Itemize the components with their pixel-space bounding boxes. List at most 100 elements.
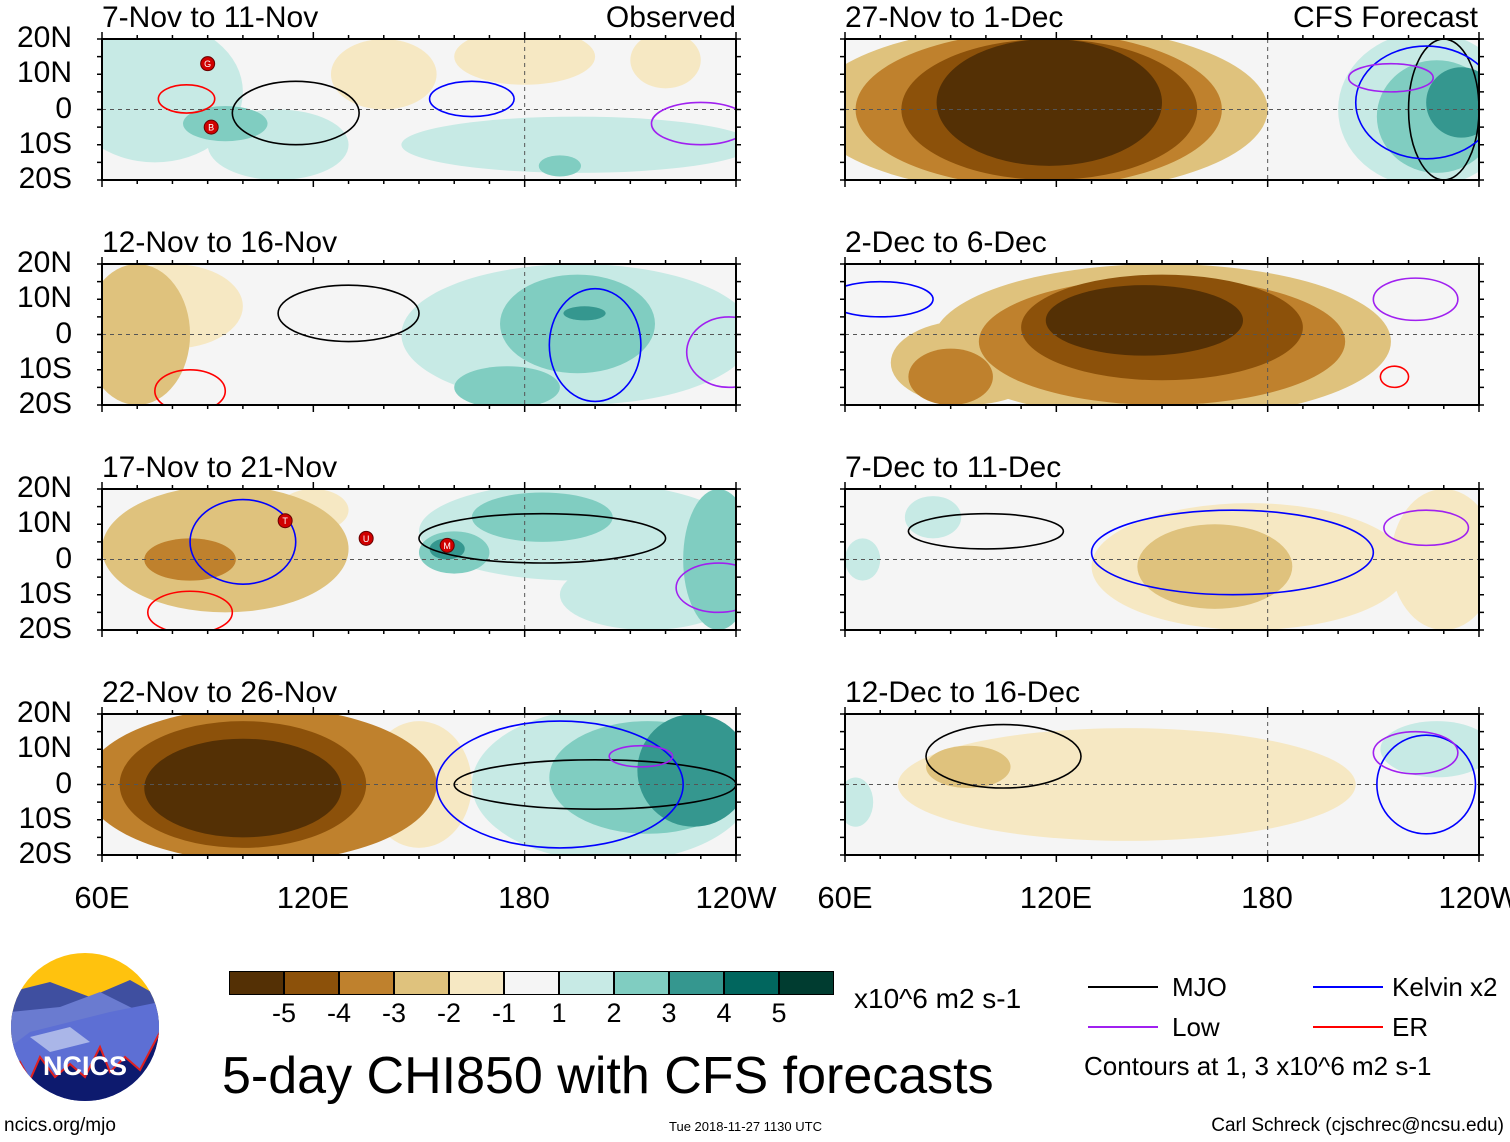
anomaly-region (183, 105, 268, 142)
lon-label: 180 (1241, 880, 1293, 915)
anomaly-region (630, 39, 701, 89)
lon-label: 120W (1438, 880, 1510, 915)
colorbar-swatch (614, 971, 669, 995)
lon-label: 60E (817, 880, 873, 915)
lat-label: 20S (18, 837, 72, 870)
kelvin-contour (428, 80, 515, 118)
storm-marker: M (439, 537, 455, 553)
mjo-contour (907, 512, 1065, 550)
colorbar-swatch (504, 971, 559, 995)
kelvin-contour (845, 280, 934, 318)
legend-mjo: MJO (1172, 972, 1227, 1002)
colorbar-swatch (779, 971, 834, 995)
anomaly-region (1390, 489, 1479, 630)
logo-text: NCICS (43, 1051, 127, 1081)
lat-label: 0 (55, 541, 72, 575)
er-contour (1379, 365, 1410, 389)
footer-url[interactable]: ncics.org/mjo (4, 1115, 116, 1136)
storm-label: U (363, 534, 370, 544)
map-panel (97, 707, 741, 862)
colorbar-swatch (724, 971, 779, 995)
legend-kelvin-line (1313, 986, 1383, 988)
kelvin-contour (548, 287, 642, 403)
legend-kelvin: Kelvin x2 (1392, 972, 1498, 1002)
anomaly-region (1045, 285, 1244, 356)
forecast-label: CFS Forecast (1292, 1, 1478, 34)
colorbar-label: -3 (381, 998, 407, 1028)
lon-label: 180 (498, 880, 550, 915)
er-contour (147, 590, 234, 630)
low-contour (685, 316, 736, 389)
lat-label: 10N (16, 731, 72, 765)
anomaly-region (538, 155, 582, 177)
anomaly-region (936, 39, 1162, 166)
low-contour (650, 101, 736, 146)
low-contour (1372, 730, 1459, 775)
storm-label: G (204, 59, 211, 69)
lon-label: 120E (1019, 880, 1093, 915)
anomaly-region (401, 116, 736, 173)
legend-er-line (1313, 1026, 1383, 1028)
anomaly-region (926, 745, 1011, 789)
anomaly-region (1137, 524, 1293, 609)
colorbar-label: 4 (716, 998, 732, 1028)
colorbar-label: 1 (551, 998, 567, 1028)
contour-note: Contours at 1, 3 x10^6 m2 s-1 (1084, 1051, 1432, 1081)
lat-label: 20N (16, 21, 72, 54)
lat-label: 10S (18, 126, 72, 160)
lon-label: 60E (74, 880, 130, 915)
lat-label: 0 (55, 766, 72, 800)
mjo-contour (231, 80, 360, 146)
panel-title: 7-Nov to 11-Nov (102, 1, 319, 34)
colorbar-label: 3 (661, 998, 677, 1028)
anomaly-region (102, 264, 191, 405)
footer-timestamp: Tue 2018-11-27 1130 UTC (669, 1119, 822, 1134)
anomaly-region (454, 366, 560, 405)
panel-title: 27-Nov to 1-Dec (845, 1, 1064, 34)
storm-label: M (443, 541, 451, 551)
lat-label: 0 (55, 91, 72, 125)
lat-label: 20N (16, 696, 72, 729)
legend-er: ER (1392, 1012, 1429, 1042)
panel-title: 12-Dec to 16-Dec (845, 676, 1081, 709)
colorbar-swatch (669, 971, 724, 995)
map-panel (97, 257, 741, 412)
kelvin-contour (1376, 734, 1477, 835)
colorbar-swatch (229, 971, 284, 995)
er-contour (154, 368, 227, 405)
lat-label: 10N (16, 56, 72, 90)
panel-title: 22-Nov to 26-Nov (102, 676, 338, 709)
lon-label: 120E (276, 880, 350, 915)
colorbar-swatch (559, 971, 614, 995)
storm-marker: B (203, 119, 219, 135)
map-panel (840, 257, 1484, 412)
anomaly-region (683, 489, 736, 630)
kelvin-contour (1354, 45, 1479, 160)
map-panel: T U M (97, 482, 741, 637)
anomaly-region (500, 274, 655, 374)
storm-marker: G (200, 56, 216, 72)
lat-label: 20S (18, 387, 72, 420)
lat-label: 20N (16, 471, 72, 504)
colorbar-swatch (449, 971, 504, 995)
kelvin-contour (189, 498, 297, 585)
ncics-logo: NCICS (11, 953, 159, 1101)
anomaly-region (1426, 67, 1479, 138)
storm-marker: U (358, 530, 374, 546)
anomaly-region (454, 39, 596, 85)
low-contour (1347, 62, 1435, 93)
low-contour (1372, 277, 1459, 322)
low-contour (675, 562, 736, 614)
colorbar-label: -1 (491, 998, 517, 1028)
colorbar-swatch (394, 971, 449, 995)
panel-title: 7-Dec to 11-Dec (845, 451, 1062, 484)
lat-label: 20S (18, 162, 72, 195)
mjo-contour (418, 512, 667, 564)
low-contour (608, 744, 674, 768)
lon-label: 120W (695, 880, 777, 915)
lat-label: 10S (18, 801, 72, 835)
mjo-contour (453, 759, 736, 810)
lat-label: 10S (18, 351, 72, 385)
anomaly-region (904, 496, 962, 539)
